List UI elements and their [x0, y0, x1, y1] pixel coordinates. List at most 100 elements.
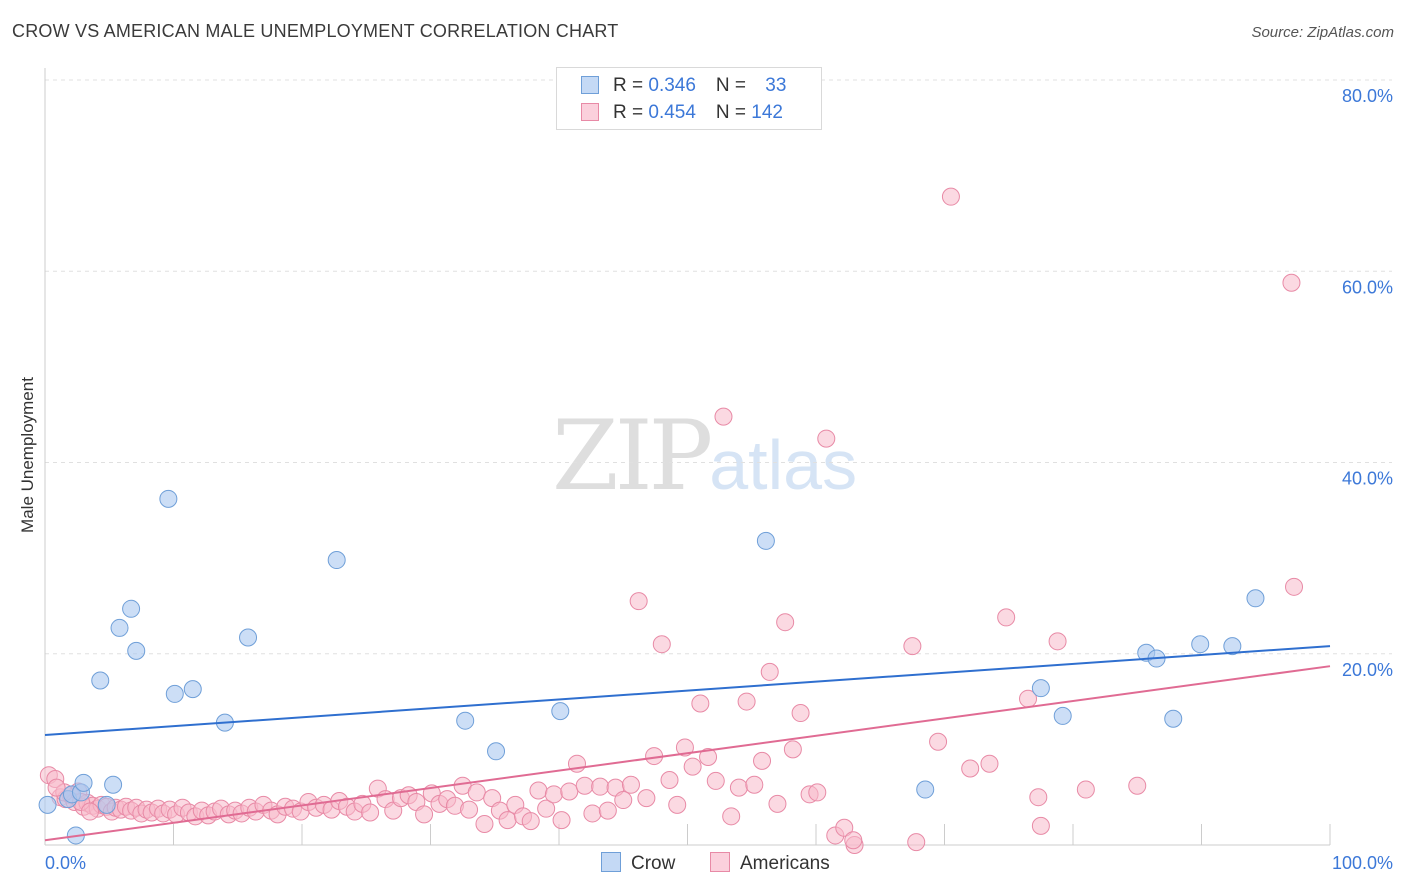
data-point-crow — [1031, 679, 1050, 698]
data-point-americans — [1076, 780, 1095, 799]
data-point-crow — [74, 773, 93, 792]
data-point-americans — [575, 776, 594, 795]
data-point-americans — [817, 429, 836, 448]
y-tick-label: 20.0% — [1342, 660, 1393, 680]
data-point-crow — [1223, 637, 1242, 656]
chart-title: CROW VS AMERICAN MALE UNEMPLOYMENT CORRE… — [12, 21, 619, 41]
data-point-americans — [475, 814, 494, 833]
data-point-americans — [629, 592, 648, 611]
data-point-americans — [621, 775, 640, 794]
x-tick-label: 0.0% — [45, 853, 86, 873]
data-point-americans — [1128, 776, 1147, 795]
data-point-americans — [614, 791, 633, 810]
data-point-americans — [791, 704, 810, 723]
data-point-americans — [980, 754, 999, 773]
data-point-americans — [706, 771, 725, 790]
data-point-americans — [835, 818, 854, 837]
data-point-americans — [729, 778, 748, 797]
series-legend: Crow Americans — [0, 852, 1406, 876]
data-point-americans — [683, 757, 702, 776]
data-point-americans — [415, 805, 434, 824]
data-point-americans — [760, 662, 779, 681]
legend-item-crow[interactable]: Crow — [601, 852, 675, 875]
data-point-crow — [1164, 709, 1183, 728]
data-point-americans — [467, 783, 486, 802]
y-tick-label: 40.0% — [1342, 469, 1393, 489]
data-point-americans — [808, 783, 827, 802]
data-point-crow — [183, 680, 202, 699]
data-point-crow — [916, 780, 935, 799]
source-credit: Source: ZipAtlas.com — [1251, 24, 1394, 41]
data-point-americans — [941, 187, 960, 206]
data-point-americans — [1282, 273, 1301, 292]
data-point-crow — [456, 711, 475, 730]
data-point-americans — [997, 608, 1016, 627]
trendline-crow — [44, 645, 1331, 737]
data-point-americans — [560, 782, 579, 801]
data-point-crow — [239, 628, 258, 647]
data-point-americans — [521, 812, 540, 831]
data-point-americans — [691, 694, 710, 713]
data-point-crow — [1191, 635, 1210, 654]
data-point-crow — [165, 684, 184, 703]
data-point-americans — [722, 807, 741, 826]
data-point-americans — [737, 692, 756, 711]
data-point-crow — [756, 531, 775, 550]
x-tick-label: 100.0% — [1332, 853, 1393, 873]
data-point-americans — [699, 748, 718, 767]
data-point-crow — [91, 671, 110, 690]
legend-swatch-americans — [581, 103, 599, 121]
legend-n-label: N = — [715, 75, 752, 96]
data-point-americans — [660, 770, 679, 789]
data-point-crow — [1246, 589, 1265, 608]
data-point-americans — [652, 635, 671, 654]
data-point-crow — [327, 551, 346, 570]
legend-swatch-crow — [601, 852, 621, 872]
data-point-americans — [361, 803, 380, 822]
data-point-americans — [1285, 577, 1304, 596]
legend-swatch-americans — [710, 852, 730, 872]
data-point-americans — [753, 751, 772, 770]
data-point-crow — [551, 702, 570, 721]
data-point-crow — [127, 641, 146, 660]
data-point-crow — [1053, 706, 1072, 725]
legend-row-crow: R = 0.346 N = 33 — [581, 75, 786, 101]
legend-r-label: R = — [613, 75, 649, 96]
data-point-americans — [544, 785, 563, 804]
legend-r-value: 0.346 — [648, 75, 696, 96]
legend-n-label: N = — [715, 102, 752, 123]
data-point-americans — [1029, 788, 1048, 807]
legend-r-value: 0.454 — [648, 102, 696, 123]
correlation-legend: R = 0.346 N = 33 R = 0.454 N = 142 — [556, 67, 822, 130]
data-point-crow — [110, 618, 129, 637]
data-point-americans — [844, 831, 863, 850]
data-point-crow — [122, 599, 141, 618]
legend-n-value: 142 — [751, 102, 783, 123]
data-point-crow — [38, 795, 57, 814]
data-point-americans — [598, 801, 617, 820]
data-point-americans — [80, 802, 99, 821]
data-point-americans — [903, 637, 922, 656]
legend-n-value: 33 — [765, 75, 787, 96]
legend-label-americans: Americans — [740, 853, 830, 874]
watermark-zip: ZIP — [552, 400, 713, 512]
legend-swatch-crow — [581, 76, 599, 94]
data-point-americans — [591, 777, 610, 796]
data-point-americans — [783, 740, 802, 759]
data-point-americans — [745, 775, 764, 794]
y-tick-label: 80.0% — [1342, 86, 1393, 106]
data-point-americans — [668, 795, 687, 814]
data-point-americans — [907, 833, 926, 852]
data-point-americans — [929, 732, 948, 751]
data-point-americans — [768, 794, 787, 813]
data-point-crow — [159, 489, 178, 508]
legend-row-americans: R = 0.454 N = 142 — [581, 102, 783, 128]
trendline-americans — [44, 665, 1331, 842]
data-point-americans — [961, 759, 980, 778]
data-point-americans — [537, 799, 556, 818]
legend-item-americans[interactable]: Americans — [710, 852, 830, 875]
data-point-crow — [487, 742, 506, 761]
data-point-crow — [97, 795, 116, 814]
legend-label-crow: Crow — [631, 853, 676, 874]
